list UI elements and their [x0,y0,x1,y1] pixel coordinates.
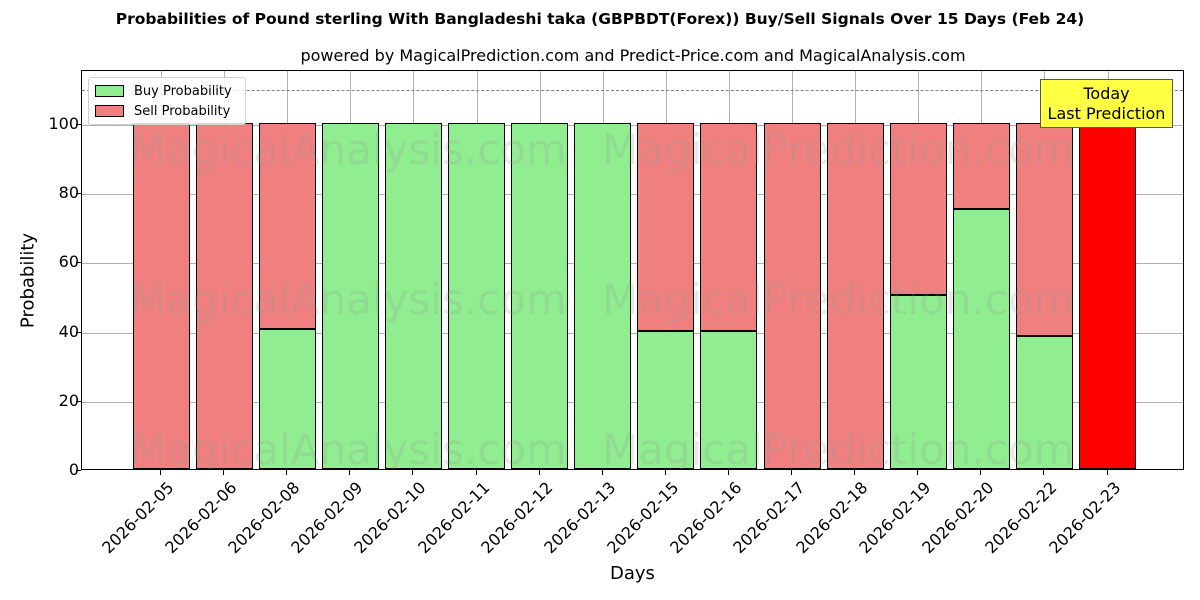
gridline-horizontal [82,332,1183,334]
x-tick-mark [727,470,729,475]
y-tick-label: 20 [58,390,79,410]
y-tick-label: 80 [58,183,79,203]
legend-item-buy: Buy Probability [95,83,232,99]
x-tick-mark [223,470,225,475]
x-tick-mark [349,470,351,475]
x-tick-mark [791,470,792,475]
sell-segment [637,123,695,331]
bar-2026-02-17 [763,123,821,469]
x-tick-mark [601,470,603,475]
y-tick-mark [76,262,81,264]
annotation-line-1: Today [1083,84,1130,103]
today-sell-segment [1079,123,1136,469]
bar-2026-02-22 [1015,123,1073,469]
buy-segment [321,123,379,469]
chart-subtitle: powered by MagicalPrediction.com and Pre… [300,46,966,65]
legend-buy-label: Buy Probability [134,83,232,99]
legend-sell-label: Sell Probability [134,103,231,119]
y-axis-label: Probability [17,232,39,329]
y-tick-label: 100 [48,114,79,133]
sell-segment [763,123,821,469]
y-tick-mark [76,124,81,125]
bar-2026-02-12 [511,123,569,469]
bar-2026-02-10 [384,123,442,469]
x-tick-mark [980,470,982,475]
y-tick-label: 60 [58,252,79,272]
sell-segment [889,123,947,295]
buy-segment [511,123,569,469]
buy-segment [574,123,632,469]
chart-title: Probabilities of Pound sterling With Ban… [115,10,1085,28]
bar-2026-02-16 [700,123,758,469]
y-tick-mark [76,400,81,402]
x-tick-mark [286,470,288,475]
buy-segment [258,328,316,469]
gridline-horizontal [82,125,1183,126]
sell-segment [195,123,253,469]
bar-2026-02-09 [321,123,379,469]
x-tick-mark [664,470,666,475]
bar-2026-02-06 [195,123,253,469]
buy-segment [952,209,1010,469]
bar-2026-02-18 [826,123,884,469]
plot-area: MagicalAnalysis.com MagicalPrediction.co… [81,70,1184,470]
sell-segment [132,123,190,469]
gridline-horizontal [82,263,1183,265]
buy-segment [384,123,442,469]
bar-2026-02-05 [132,123,190,469]
sell-segment [258,123,316,329]
y-tick-mark [76,470,81,471]
x-tick-mark [412,470,414,475]
x-tick-mark [1043,470,1045,475]
gridline-horizontal [82,401,1183,403]
sell-segment [1015,123,1073,337]
bar-2026-02-11 [448,123,505,469]
sell-segment [952,123,1010,210]
sell-swatch-icon [95,105,124,117]
buy-segment [700,330,758,469]
y-tick-label: 0 [68,460,79,479]
legend-item-sell: Sell Probability [95,103,230,119]
y-tick-label: 40 [58,321,79,341]
bar-2026-02-19 [889,123,947,469]
bar-2026-02-15 [637,123,695,469]
x-tick-mark [1106,470,1108,475]
bar-2026-02-13 [574,123,632,469]
legend: Buy Probability Sell Probability [88,77,246,125]
bar-2026-02-20 [952,123,1010,469]
buy-segment [448,123,505,469]
buy-segment [1015,336,1073,469]
y-tick-mark [76,193,81,195]
today-annotation: Today Last Prediction [1040,79,1173,128]
buy-segment [637,330,695,469]
buy-segment [889,294,947,469]
buy-swatch-icon [95,85,124,97]
bar-2026-02-08 [258,123,316,469]
x-tick-mark [917,470,919,475]
x-tick-mark [475,470,477,475]
reference-dashed-line [82,90,1183,92]
x-tick-mark [160,470,161,475]
x-axis-label: Days [610,563,655,584]
annotation-line-2: Last Prediction [1047,104,1166,123]
sell-segment [700,123,758,331]
gridline-horizontal [82,194,1183,196]
x-tick-mark [854,470,856,475]
x-tick-mark [538,470,540,475]
sell-segment [826,123,884,469]
y-tick-mark [76,331,81,333]
bar-2026-02-23 [1079,123,1136,469]
